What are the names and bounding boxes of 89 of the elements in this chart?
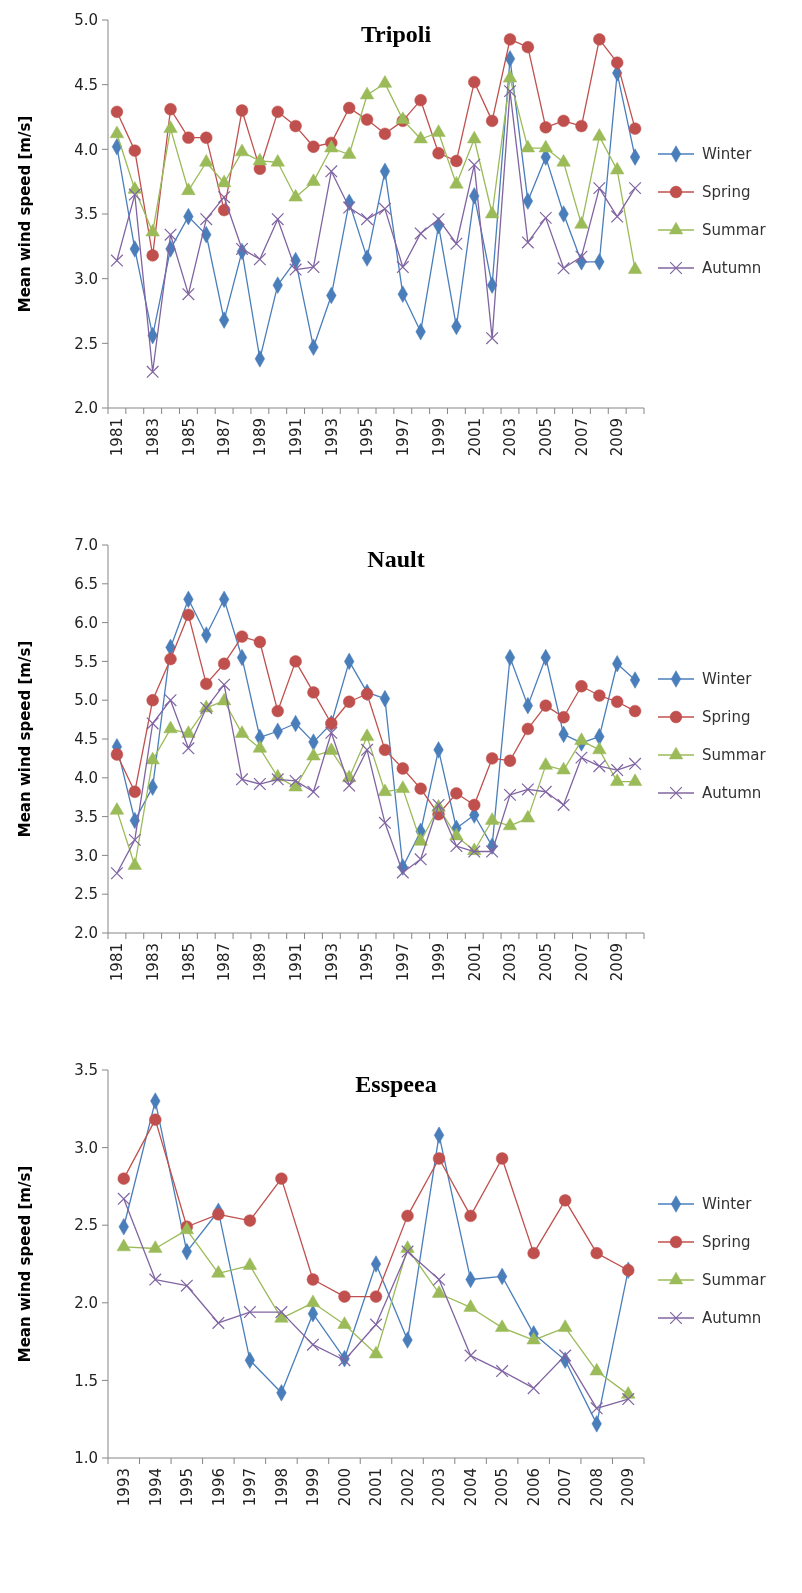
y-tick-label: 5.5 [74,652,98,671]
y-tick-label: 1.5 [74,1371,98,1390]
y-tick-label: 4.5 [74,75,98,94]
x-tick-label: 1995 [178,1468,197,1507]
legend-label: Autumn [702,259,762,278]
x-tick-label: 1987 [215,418,234,457]
legend-label: Spring [702,708,751,727]
x-tick-label: 2007 [556,1468,575,1507]
x-tick-label: 2002 [398,1468,417,1507]
y-tick-label: 2.0 [74,399,98,418]
legend-label: Summar [702,1271,767,1290]
x-tick-label: 1983 [143,418,162,457]
x-tick-label: 2003 [501,943,520,982]
y-tick-label: 6.0 [74,613,98,632]
legend-label: Spring [702,183,751,202]
x-tick-label: 2001 [465,418,484,457]
y-tick-label: 5.0 [74,11,98,30]
x-tick-label: 2004 [461,1468,480,1507]
x-tick-label: 1997 [394,943,413,982]
x-tick-label: 1989 [251,943,270,982]
x-tick-label: 1981 [108,943,127,982]
x-tick-label: 1991 [286,943,305,982]
y-axis-title: Mean wind speed [m/s] [16,1165,34,1363]
y-tick-label: 2.0 [74,1294,98,1313]
y-tick-label: 3.0 [74,269,98,288]
legend-label: Winter [702,1195,753,1214]
y-tick-label: 2.5 [74,334,98,353]
y-tick-label: 3.0 [74,846,98,865]
x-tick-label: 1991 [286,418,305,457]
x-tick-label: 1999 [429,943,448,982]
legend-label: Autumn [702,1309,762,1328]
x-tick-label: 1993 [322,418,341,457]
y-tick-label: 6.5 [74,575,98,594]
x-tick-label: 2009 [608,943,627,982]
y-tick-label: 4.5 [74,730,98,749]
y-tick-label: 1.0 [74,1449,98,1468]
y-axis-title: Mean wind speed [m/s] [16,115,34,313]
y-tick-label: 4.0 [74,769,98,788]
y-tick-label: 3.5 [74,205,98,224]
y-tick-label: 2.0 [74,924,98,943]
x-tick-label: 1995 [358,418,377,457]
x-tick-label: 2000 [335,1468,354,1507]
x-tick-label: 2006 [524,1468,543,1507]
x-tick-label: 1985 [179,418,198,457]
x-tick-label: 2003 [430,1468,449,1507]
x-tick-label: 1993 [322,943,341,982]
x-tick-label: 2005 [536,418,555,457]
x-tick-label: 1987 [215,943,234,982]
x-tick-label: 1996 [209,1468,228,1507]
x-tick-label: 2005 [536,943,555,982]
x-tick-label: 2003 [501,418,520,457]
x-tick-label: 1995 [358,943,377,982]
legend-label: Summar [702,221,767,240]
y-tick-label: 2.5 [74,885,98,904]
x-tick-label: 1999 [429,418,448,457]
legend-label: Winter [702,670,753,689]
x-tick-label: 1989 [251,418,270,457]
x-tick-label: 2001 [465,943,484,982]
x-tick-label: 2001 [367,1468,386,1507]
x-tick-label: 1994 [146,1468,165,1507]
chart-title: Tripoli [360,21,432,47]
x-tick-label: 1999 [304,1468,323,1507]
y-tick-label: 3.5 [74,807,98,826]
x-tick-label: 1998 [272,1468,291,1507]
x-tick-label: 1983 [143,943,162,982]
y-tick-label: 5.0 [74,691,98,710]
x-tick-label: 2009 [608,418,627,457]
chart-title: Esspeea [355,1071,437,1097]
x-tick-label: 1985 [179,943,198,982]
legend-label: Autumn [702,784,762,803]
chart-title: Nault [367,546,425,572]
x-tick-label: 1997 [241,1468,260,1507]
y-tick-label: 3.5 [74,1061,98,1080]
legend-label: Winter [702,145,753,164]
y-tick-label: 7.0 [74,536,98,555]
y-tick-label: 4.0 [74,140,98,159]
x-tick-label: 2005 [493,1468,512,1507]
y-tick-label: 2.5 [74,1216,98,1235]
y-axis-title: Mean wind speed [m/s] [16,640,34,838]
x-tick-label: 1981 [108,418,127,457]
x-tick-label: 1997 [394,418,413,457]
x-tick-label: 2007 [572,943,591,982]
x-tick-label: 2008 [587,1468,606,1507]
x-tick-label: 2009 [619,1468,638,1507]
x-tick-label: 1993 [115,1468,134,1507]
y-tick-label: 3.0 [74,1138,98,1157]
x-tick-label: 2007 [572,418,591,457]
legend-label: Summar [702,746,767,765]
legend-label: Spring [702,1233,751,1252]
